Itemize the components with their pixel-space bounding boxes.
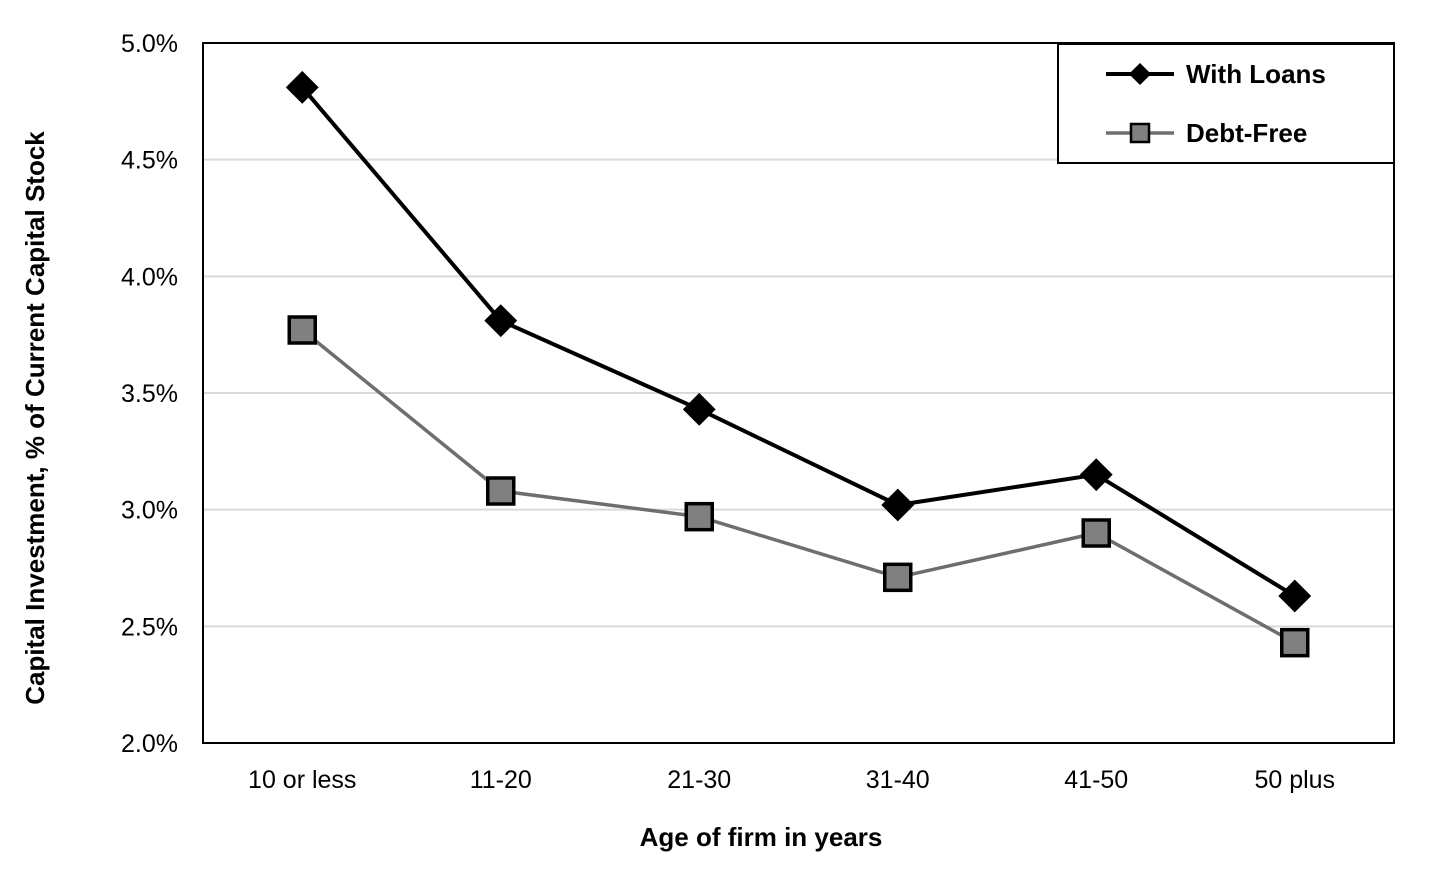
data-point-debt-free (1081, 518, 1111, 548)
y-tick-label: 2.5% (121, 613, 178, 641)
data-point-with-loans (484, 304, 518, 338)
series-with-loans (285, 70, 1312, 613)
data-point-with-loans (1079, 458, 1113, 492)
data-point-with-loans (285, 70, 319, 104)
y-axis-ticks: 2.0% 2.5% 3.0% 3.5% 4.0% 4.5% 5.0% (121, 30, 178, 758)
y-tick-label: 3.5% (121, 380, 178, 408)
series-line-with-loans (300, 86, 1296, 598)
data-point-debt-free (883, 562, 913, 593)
legend-items: With Loans Debt-Free (1106, 59, 1326, 148)
x-tick-label: 10 or less (248, 766, 356, 794)
legend-label-debt-free: Debt-Free (1186, 118, 1307, 148)
series-debt-free (287, 315, 1310, 658)
data-point-debt-free (1280, 627, 1310, 658)
data-point-with-loans (881, 488, 915, 522)
legend-marker-with-loans (1128, 62, 1152, 86)
data-point-with-loans (1278, 579, 1312, 613)
data-point-debt-free (287, 315, 317, 345)
x-tick-label: 50 plus (1254, 766, 1335, 794)
legend: With Loans Debt-Free (1057, 43, 1395, 164)
data-point-debt-free (486, 476, 516, 506)
legend-label-with-loans: With Loans (1186, 59, 1326, 89)
legend-marker-debt-free (1129, 122, 1151, 144)
plot-area-frame (202, 42, 1395, 744)
x-tick-label: 11-20 (470, 766, 532, 794)
legend-box (1057, 43, 1395, 164)
data-point-with-loans (682, 392, 716, 426)
data-point-debt-free (684, 501, 714, 532)
series-group (285, 70, 1312, 658)
x-tick-label: 41-50 (1064, 766, 1128, 794)
series-line-debt-free (301, 328, 1296, 645)
x-axis-ticks: 10 or less 11-20 21-30 31-40 41-50 50 plus (248, 766, 1335, 794)
y-tick-label: 4.0% (121, 263, 178, 291)
y-tick-label: 3.0% (121, 497, 178, 525)
x-axis-title: Age of firm in years (640, 822, 883, 852)
grid-lines (203, 158, 1394, 628)
x-tick-label: 31-40 (866, 766, 930, 794)
x-tick-label: 21-30 (667, 766, 731, 794)
y-tick-label: 5.0% (121, 30, 178, 58)
y-tick-label: 4.5% (121, 147, 178, 175)
y-axis-title: Capital Investment, % of Current Capital… (20, 131, 50, 705)
y-tick-label: 2.0% (121, 730, 178, 758)
